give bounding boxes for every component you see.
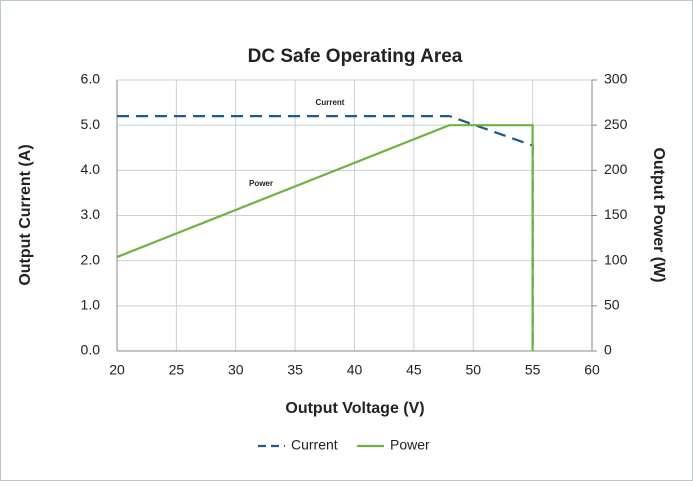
x-tick-label: 50 [465, 362, 481, 378]
y2-tick-label: 200 [604, 161, 628, 177]
y2-tick-label: 150 [604, 206, 628, 222]
y2-tick-label: 300 [604, 71, 628, 87]
annotation: Power [249, 179, 273, 188]
y-tick-label: 2.0 [81, 251, 101, 267]
x-tick-label: 20 [109, 362, 125, 378]
y-tick-label: 4.0 [81, 161, 101, 177]
x-tick-label: 40 [347, 362, 363, 378]
y-tick-label: 6.0 [81, 71, 101, 87]
legend-label: Current [291, 437, 338, 453]
y2-axis-label: Output Power (W) [650, 147, 667, 282]
x-tick-label: 25 [169, 362, 185, 378]
y2-tick-label: 50 [604, 297, 620, 313]
y-tick-label: 1.0 [81, 297, 101, 313]
y-tick-label: 0.0 [81, 342, 101, 358]
x-tick-label: 60 [584, 362, 600, 378]
series-line [116, 124, 534, 351]
x-tick-label: 35 [287, 362, 303, 378]
annotation: Current [316, 98, 345, 107]
y-tick-label: 3.0 [81, 206, 101, 222]
y2-tick-label: 0 [604, 342, 612, 358]
y-axis-label: Output Current (A) [17, 144, 34, 285]
x-tick-label: 45 [406, 362, 422, 378]
y2-tick-label: 250 [604, 116, 628, 132]
x-axis-label: Output Voltage (V) [285, 400, 424, 417]
legend-label: Power [390, 437, 430, 453]
y2-tick-label: 100 [604, 251, 628, 267]
x-tick-label: 55 [525, 362, 541, 378]
chart-title: DC Safe Operating Area [248, 46, 463, 67]
x-tick-label: 30 [228, 362, 244, 378]
y-tick-label: 5.0 [81, 116, 101, 132]
